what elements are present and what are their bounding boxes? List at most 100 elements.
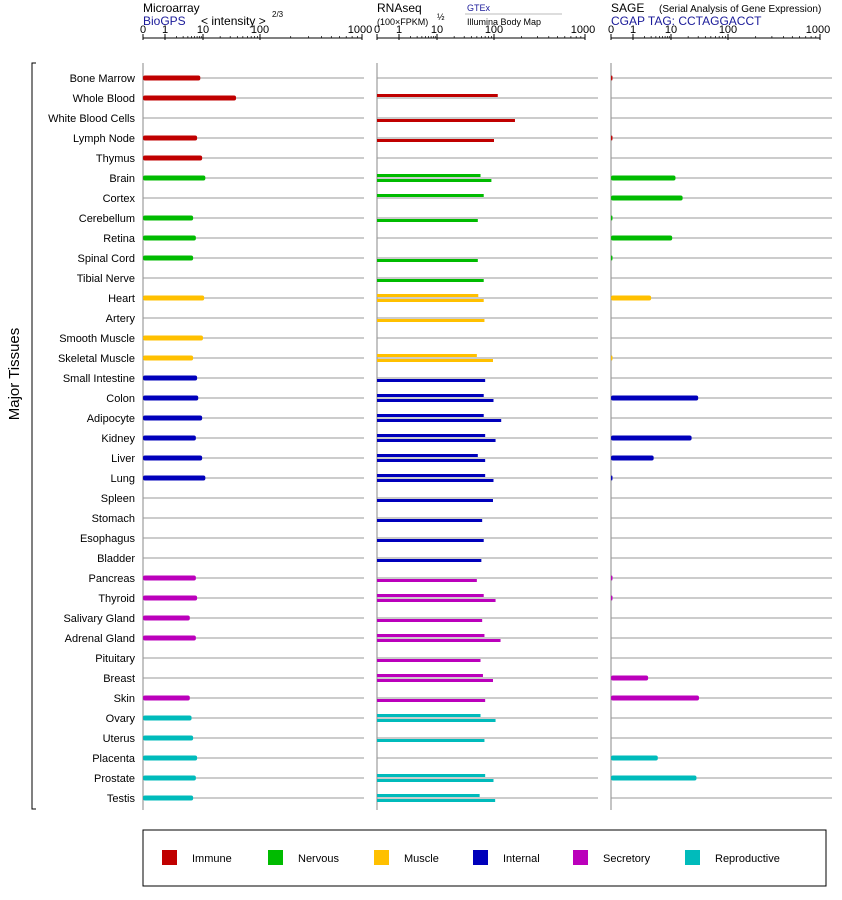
tissue-label: Tibial Nerve xyxy=(77,273,135,285)
sage-bar-cortex xyxy=(611,195,683,201)
microarray-title: Microarray xyxy=(143,1,200,15)
microarray-bar-heart xyxy=(143,295,205,301)
tissue-label: Bladder xyxy=(97,553,135,565)
sage-bar-kidney xyxy=(611,435,692,441)
sage-bar-colon xyxy=(611,395,699,401)
sage-title: SAGE xyxy=(611,1,644,15)
rnaseq-tick-label: 100 xyxy=(485,24,503,36)
rnaseq-tick-label: 0 xyxy=(374,24,380,36)
rnaseq-bar-tibial-nerve xyxy=(377,279,484,282)
sage-bar-lymph-node xyxy=(611,135,613,141)
tissue-label: Prostate xyxy=(94,773,135,785)
rnaseq-bar-prostate xyxy=(377,774,486,777)
sage-bar-bone-marrow xyxy=(611,75,613,81)
tissue-label: Cortex xyxy=(103,193,136,205)
rnaseq-bar-brain xyxy=(377,174,481,177)
row-gridlines xyxy=(143,77,832,799)
sage-bar-skin xyxy=(611,695,700,701)
rnaseq-bar-prostate xyxy=(377,779,494,782)
microarray-bar-pancreas xyxy=(143,575,196,581)
legend-swatch-secretory xyxy=(573,850,588,865)
rnaseq-bar-stomach xyxy=(377,519,483,522)
tissue-label: Spinal Cord xyxy=(78,253,135,265)
rnaseq-bar-liver xyxy=(377,459,486,462)
sage-bar-lung xyxy=(611,475,613,481)
rnaseq-bar-whole-blood xyxy=(377,94,498,97)
microarray-tick-label: 1000 xyxy=(348,24,372,36)
rnaseq-bar-adipocyte xyxy=(377,414,484,417)
legend-label-reproductive: Reproductive xyxy=(715,853,780,865)
microarray-bar-whole-blood xyxy=(143,95,237,101)
tissue-labels: Bone Marrow Whole Blood White Blood Cells L… xyxy=(48,73,136,805)
tissue-label: Cerebellum xyxy=(79,213,135,225)
rnaseq-bar-testis xyxy=(377,794,480,797)
legend-label-nervous: Nervous xyxy=(298,853,339,865)
rnaseq-bar-uterus xyxy=(377,739,485,742)
rnaseq-bar-salivary-gland xyxy=(377,619,483,622)
microarray-bar-lymph-node xyxy=(143,135,198,141)
rnaseq-bar-artery xyxy=(377,319,485,322)
rnaseq-tick-label: 1000 xyxy=(571,24,595,36)
tissue-label: Thymus xyxy=(96,153,136,165)
rnaseq-bar-lung xyxy=(377,479,494,482)
y-axis-title: Major Tissues xyxy=(6,328,23,421)
tissue-label: Kidney xyxy=(101,433,135,445)
tissue-label: Artery xyxy=(106,313,136,325)
rnaseq-bar-pancreas xyxy=(377,579,477,582)
microarray-bar-cerebellum xyxy=(143,215,194,221)
rnaseq-bar-skeletal-muscle xyxy=(377,359,493,362)
sage-bar-prostate xyxy=(611,775,697,781)
rnaseq-bar-colon xyxy=(377,394,484,397)
rnaseq-bar-adrenal-gland xyxy=(377,634,485,637)
microarray-bar-spinal-cord xyxy=(143,255,194,261)
microarray-bar-prostate xyxy=(143,775,196,781)
sage-bar-breast xyxy=(611,675,649,681)
tissue-label: Skin xyxy=(114,693,135,705)
tissue-label: Small Intestine xyxy=(63,373,135,385)
rnaseq-bar-breast xyxy=(377,679,493,682)
fpkm-unit-exponent: ½ xyxy=(437,12,445,22)
sage-bar-cerebellum xyxy=(611,215,613,221)
microarray-bar-thyroid xyxy=(143,595,198,601)
rnaseq-bar-kidney xyxy=(377,434,486,437)
illumina-legend-label: Illumina Body Map xyxy=(467,17,541,27)
rnaseq-bar-pituitary xyxy=(377,659,481,662)
biogps-source-label: BioGPS xyxy=(143,14,186,28)
microarray-tick-label: 0 xyxy=(140,24,146,36)
sage-bar-heart xyxy=(611,295,652,301)
rnaseq-bar-breast xyxy=(377,674,483,677)
tissue-label: Heart xyxy=(108,293,135,305)
rnaseq-bar-heart xyxy=(377,294,479,297)
tissue-label: White Blood Cells xyxy=(48,113,135,125)
microarray-bar-testis xyxy=(143,795,194,801)
tissue-label: Adrenal Gland xyxy=(65,633,135,645)
microarray-bar-liver xyxy=(143,455,203,461)
microarray-bar-ovary xyxy=(143,715,192,721)
microarray-bar-retina xyxy=(143,235,196,241)
rnaseq-bar-adrenal-gland xyxy=(377,639,501,642)
microarray-tick-label: 10 xyxy=(197,24,209,36)
cgap-tag-label: CGAP TAG: CCTAGGACCT xyxy=(611,14,762,28)
microarray-bar-adrenal-gland xyxy=(143,635,196,641)
sage-bar-pancreas xyxy=(611,575,613,581)
tissue-label: Liver xyxy=(111,453,135,465)
legend-swatch-muscle xyxy=(374,850,389,865)
microarray-bar-brain xyxy=(143,175,206,181)
rnaseq-bar-small-intestine xyxy=(377,379,486,382)
microarray-tick-label: 1 xyxy=(162,24,168,36)
sage-subtitle: (Serial Analysis of Gene Expression) xyxy=(659,4,821,15)
sage-bar-brain xyxy=(611,175,676,181)
rnaseq-bar-cerebellum xyxy=(377,219,478,222)
rnaseq-bar-lymph-node xyxy=(377,139,494,142)
sage-bar-skeletal-muscle xyxy=(611,355,613,361)
microarray-bar-salivary-gland xyxy=(143,615,190,621)
tissue-label: Esophagus xyxy=(80,533,136,545)
tissue-label: Stomach xyxy=(92,513,135,525)
legend-label-muscle: Muscle xyxy=(404,853,439,865)
tissue-label: Spleen xyxy=(101,493,135,505)
microarray-bar-colon xyxy=(143,395,199,401)
rnaseq-bar-esophagus xyxy=(377,539,484,542)
legend-label-secretory: Secretory xyxy=(603,853,651,865)
sage-tick-label: 1 xyxy=(630,24,636,36)
